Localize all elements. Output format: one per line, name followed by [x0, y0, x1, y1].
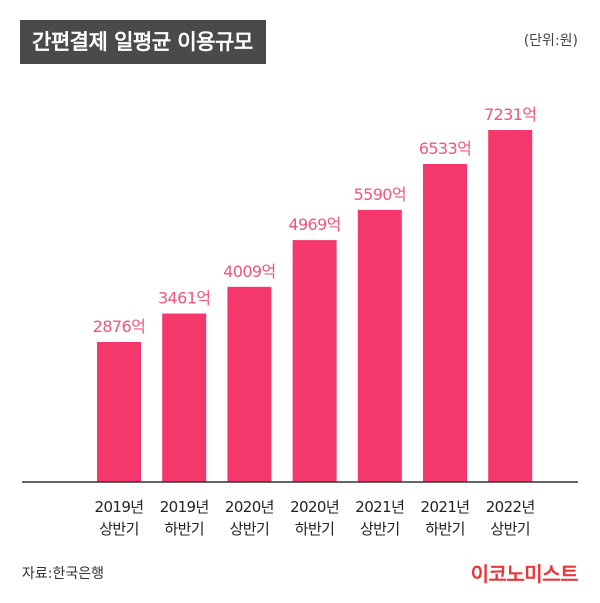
category-year-label-5: 2021년 — [421, 498, 470, 516]
bar-5 — [423, 164, 467, 482]
value-label-4: 5590억 — [354, 185, 406, 204]
category-year-label-4: 2021년 — [355, 498, 404, 516]
chart-title: 간편결제 일평균 이용규모 — [20, 20, 266, 64]
category-half-label-0: 상반기 — [99, 520, 139, 538]
category-half-label-3: 하반기 — [295, 520, 335, 538]
category-half-label-1: 하반기 — [164, 520, 204, 538]
category-year-label-1: 2019년 — [160, 498, 209, 516]
category-half-label-5: 하반기 — [425, 520, 465, 538]
category-half-label-4: 상반기 — [360, 520, 400, 538]
brand-logo: 이코노미스트 — [470, 562, 579, 586]
value-label-0: 2876억 — [93, 317, 145, 336]
category-half-label-2: 상반기 — [230, 520, 270, 538]
value-label-2: 4009억 — [223, 262, 275, 281]
category-year-label-2: 2020년 — [225, 498, 274, 516]
unit-label: (단위:원) — [523, 33, 578, 49]
value-label-3: 4969억 — [288, 215, 340, 234]
source-label: 자료:한국은행 — [22, 566, 104, 582]
bar-2 — [227, 286, 272, 482]
category-year-label-6: 2022년 — [486, 498, 535, 516]
category-year-label-3: 2020년 — [290, 498, 339, 516]
category-year-label-0: 2019년 — [95, 498, 144, 516]
bar-0 — [97, 342, 141, 482]
bar-3 — [292, 240, 337, 482]
value-label-1: 3461억 — [158, 289, 210, 308]
category-half-label-6: 상반기 — [490, 520, 530, 538]
value-label-5: 6533억 — [419, 139, 471, 158]
value-label-6: 7231억 — [484, 105, 536, 124]
bar-1 — [162, 313, 207, 482]
bar-6 — [488, 130, 533, 482]
bar-4 — [357, 209, 402, 482]
